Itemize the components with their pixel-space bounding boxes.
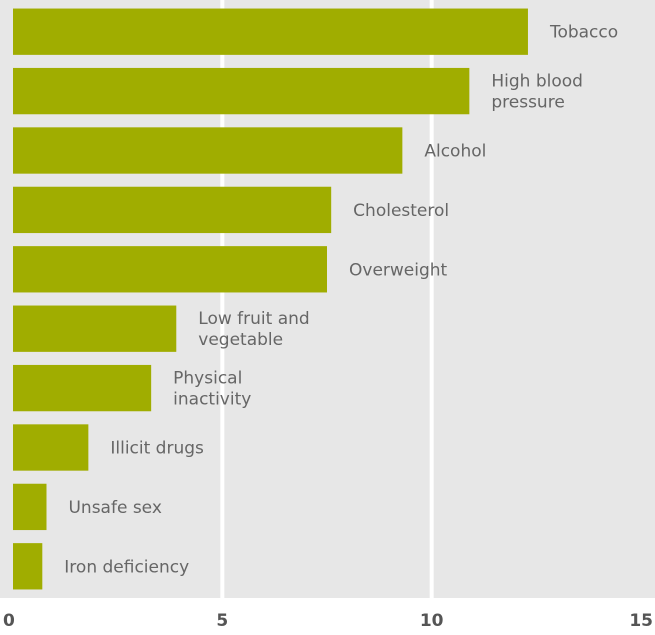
bar-9: [13, 543, 43, 590]
bar-label-3: Cholesterol: [353, 201, 449, 221]
bar-label-1: High blood pressure: [491, 72, 583, 113]
bar-5: [13, 305, 177, 352]
bar-4: [13, 246, 327, 293]
bar-label-8: Unsafe sex: [68, 498, 161, 518]
bar-1: [13, 67, 470, 115]
x-tick-label-15: 15: [629, 611, 653, 631]
bar-label-line: Illicit drugs: [110, 439, 204, 459]
bar-label-line: Cholesterol: [353, 201, 449, 221]
bar-label-line: Overweight: [349, 260, 448, 280]
x-axis-ticks: 0 5 10 15: [3, 611, 653, 631]
bar-0: [13, 8, 528, 55]
x-tick-label-10: 10: [420, 611, 444, 631]
bar-labels: Tobacco High blood pressure Alcohol Choleste…: [64, 23, 618, 578]
bar-label-0: Tobacco: [549, 23, 618, 43]
bar-label-line: vegetable: [198, 330, 283, 350]
bar-label-line: Physical: [173, 369, 242, 389]
bar-label-line: Alcohol: [424, 142, 486, 162]
bar-label-line: Unsafe sex: [68, 498, 161, 518]
bar-label-line: Tobacco: [549, 23, 618, 43]
bar-label-line: Low fruit and: [198, 309, 309, 329]
bar-label-6: Physical inactivity: [173, 369, 251, 410]
bar-3: [13, 186, 332, 234]
bars: [13, 8, 528, 590]
bar-label-7: Illicit drugs: [110, 439, 204, 459]
bar-label-line: High blood: [491, 72, 583, 92]
bar-label-9: Iron deficiency: [64, 557, 189, 577]
bar-label-5: Low fruit and vegetable: [198, 309, 309, 350]
bar-7: [13, 424, 89, 471]
bar-8: [13, 483, 47, 531]
bar-label-line: inactivity: [173, 390, 251, 410]
bar-2: [13, 127, 403, 174]
bar-6: [13, 364, 152, 412]
x-tick-label-0: 0: [3, 611, 15, 631]
bar-label-2: Alcohol: [424, 142, 486, 162]
bar-label-4: Overweight: [349, 260, 448, 280]
x-tick-label-5: 5: [216, 611, 228, 631]
bar-label-line: pressure: [491, 93, 564, 113]
bar-label-line: Iron deficiency: [64, 557, 189, 577]
